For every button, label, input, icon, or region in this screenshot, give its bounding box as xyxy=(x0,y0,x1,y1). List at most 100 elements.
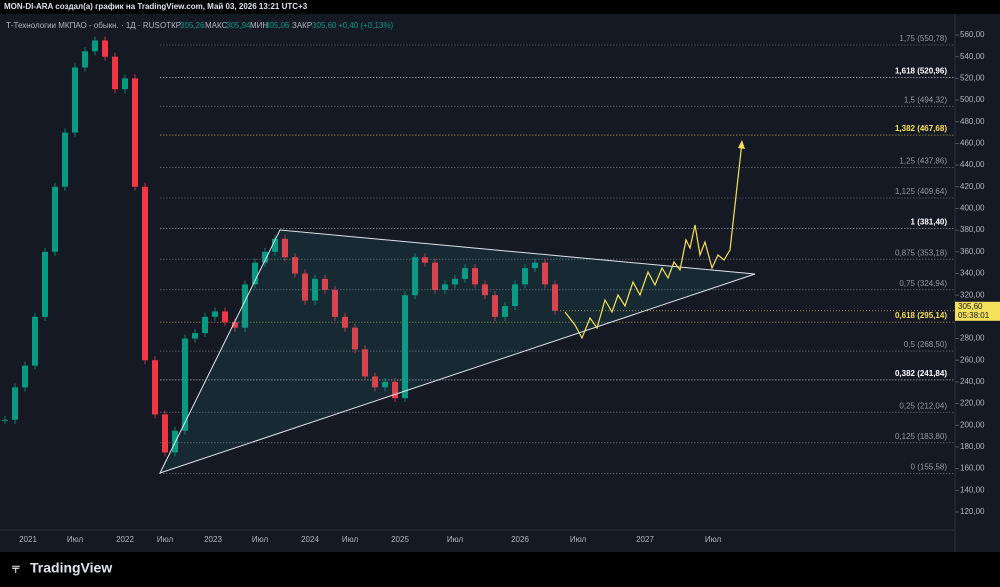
candle xyxy=(432,262,438,290)
candle xyxy=(152,360,158,415)
fib-label: 0 (155,58) xyxy=(911,463,948,472)
price-tick-label: 340,00 xyxy=(960,269,985,278)
candle xyxy=(322,278,328,290)
credit: MON-DI-ARA создал(а) график на TradingVi… xyxy=(4,2,308,11)
candle xyxy=(412,257,418,296)
price-tick-label: 460,00 xyxy=(960,139,985,148)
fib-label: 0,618 (295,14) xyxy=(895,311,947,320)
price-tick-label: 280,00 xyxy=(960,334,985,343)
fib-label: 1,125 (409,64) xyxy=(895,187,947,196)
fib-label: 0,382 (241,84) xyxy=(895,369,947,378)
price-tick-label: 320,00 xyxy=(960,290,985,299)
price-tick-label: 200,00 xyxy=(960,420,985,429)
fib-label: 1,382 (467,68) xyxy=(895,124,947,133)
time-label: Июл xyxy=(570,535,587,544)
price-tick-label: 540,00 xyxy=(960,52,985,61)
price-tick-label: 240,00 xyxy=(960,377,985,386)
time-label: 2025 xyxy=(391,535,409,544)
price-tick-label: 180,00 xyxy=(960,442,985,451)
projection-arrow xyxy=(738,140,745,149)
price-tick-label: 260,00 xyxy=(960,355,985,364)
time-label: 2027 xyxy=(636,535,654,544)
time-label: 2022 xyxy=(116,535,134,544)
time-label: Июл xyxy=(252,535,269,544)
price-tick-label: 120,00 xyxy=(960,507,985,516)
close-label: ЗАКР xyxy=(292,21,312,30)
price-tick-label: 360,00 xyxy=(960,247,985,256)
fib-label: 1,5 (494,32) xyxy=(904,95,947,104)
time-label: Июл xyxy=(67,535,84,544)
open: 305,26 xyxy=(180,21,205,30)
candle xyxy=(22,365,28,388)
candle xyxy=(292,257,298,274)
fib-label: 0,5 (268,50) xyxy=(904,340,947,349)
candle xyxy=(372,376,378,388)
chart-pane xyxy=(0,14,1000,552)
fib-label: 0,875 (353,18) xyxy=(895,248,947,257)
time-label: Июл xyxy=(447,535,464,544)
low-label: МИН xyxy=(250,21,268,30)
candle xyxy=(452,278,458,285)
candle xyxy=(342,316,348,328)
time-label: Июл xyxy=(705,535,722,544)
candle xyxy=(362,349,368,377)
projection xyxy=(564,141,743,340)
candle xyxy=(312,278,318,301)
open-label: ОТКР xyxy=(160,21,181,30)
candle xyxy=(502,306,508,317)
candle xyxy=(122,78,128,90)
price-tick-label: 140,00 xyxy=(960,485,985,494)
candle xyxy=(192,333,198,339)
candle xyxy=(42,251,48,317)
candle xyxy=(212,311,218,317)
candle xyxy=(392,381,398,399)
price-tick-label: 440,00 xyxy=(960,160,985,169)
candle xyxy=(2,419,8,421)
fib-label: 1,25 (437,86) xyxy=(899,157,947,166)
candle xyxy=(332,289,338,317)
price-tick-label: 400,00 xyxy=(960,204,985,213)
candle xyxy=(262,251,268,263)
candle xyxy=(112,56,118,90)
last-price-badge xyxy=(955,301,1000,321)
candle xyxy=(302,273,308,301)
time-label: 2024 xyxy=(301,535,319,544)
candle xyxy=(552,284,558,311)
triangle xyxy=(159,229,756,474)
candle xyxy=(182,338,188,431)
candle xyxy=(92,40,98,52)
candle xyxy=(272,238,278,252)
high-label: МАКС xyxy=(205,21,228,30)
fib-label: 0,25 (212,04) xyxy=(899,401,947,410)
candle xyxy=(232,322,238,328)
price-tick-label: 500,00 xyxy=(960,95,985,104)
last-price: 305,60 xyxy=(958,302,983,311)
time-label: Июл xyxy=(342,535,359,544)
candle xyxy=(492,295,498,317)
candle xyxy=(132,78,138,187)
candle xyxy=(222,311,228,323)
candle xyxy=(252,262,258,285)
price-tick-label: 380,00 xyxy=(960,225,985,234)
price-tick-label: 520,00 xyxy=(960,73,985,82)
candle xyxy=(82,51,88,68)
time-label: 2021 xyxy=(19,535,37,544)
candle xyxy=(352,327,358,350)
candle xyxy=(462,268,468,279)
high: 305,94 xyxy=(226,21,251,30)
candle xyxy=(512,284,518,307)
price-tick-label: 220,00 xyxy=(960,399,985,408)
candle xyxy=(62,132,68,187)
close: 305,60 xyxy=(312,21,337,30)
candle xyxy=(242,284,248,328)
low: 305,06 xyxy=(265,21,290,30)
price-tick-label: 480,00 xyxy=(960,117,985,126)
candle xyxy=(532,262,538,269)
time-label: 2026 xyxy=(511,535,529,544)
candle xyxy=(162,414,168,453)
price-tick-label: 420,00 xyxy=(960,182,985,191)
fib-label: 1,618 (520,96) xyxy=(895,66,947,75)
fib-label: 0,125 (183,80) xyxy=(895,432,947,441)
candle xyxy=(52,186,58,252)
